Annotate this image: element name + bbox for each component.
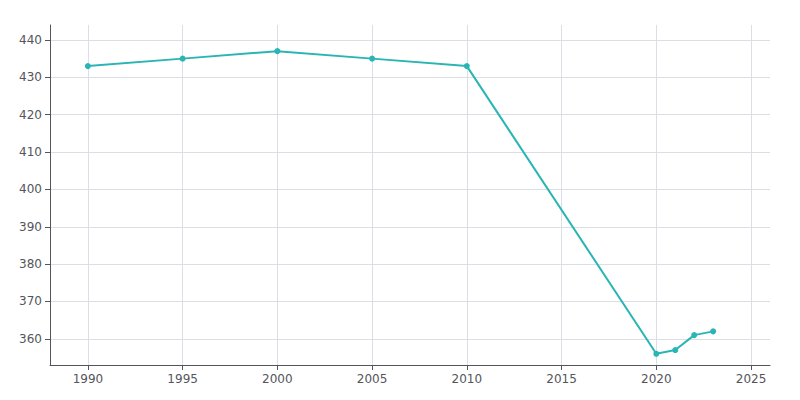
svg-text:2025: 2025 <box>736 372 767 386</box>
svg-text:370: 370 <box>19 294 42 308</box>
svg-text:2010: 2010 <box>452 372 483 386</box>
svg-text:1995: 1995 <box>167 372 198 386</box>
svg-text:2005: 2005 <box>357 372 388 386</box>
svg-text:430: 430 <box>19 70 42 84</box>
svg-text:1990: 1990 <box>73 372 104 386</box>
svg-text:410: 410 <box>19 145 42 159</box>
svg-text:2000: 2000 <box>262 372 293 386</box>
svg-text:2015: 2015 <box>546 372 577 386</box>
svg-text:390: 390 <box>19 220 42 234</box>
svg-text:380: 380 <box>19 257 42 271</box>
svg-text:440: 440 <box>19 33 42 47</box>
svg-text:360: 360 <box>19 332 42 346</box>
svg-text:2020: 2020 <box>641 372 672 386</box>
svg-text:420: 420 <box>19 108 42 122</box>
svg-text:400: 400 <box>19 182 42 196</box>
